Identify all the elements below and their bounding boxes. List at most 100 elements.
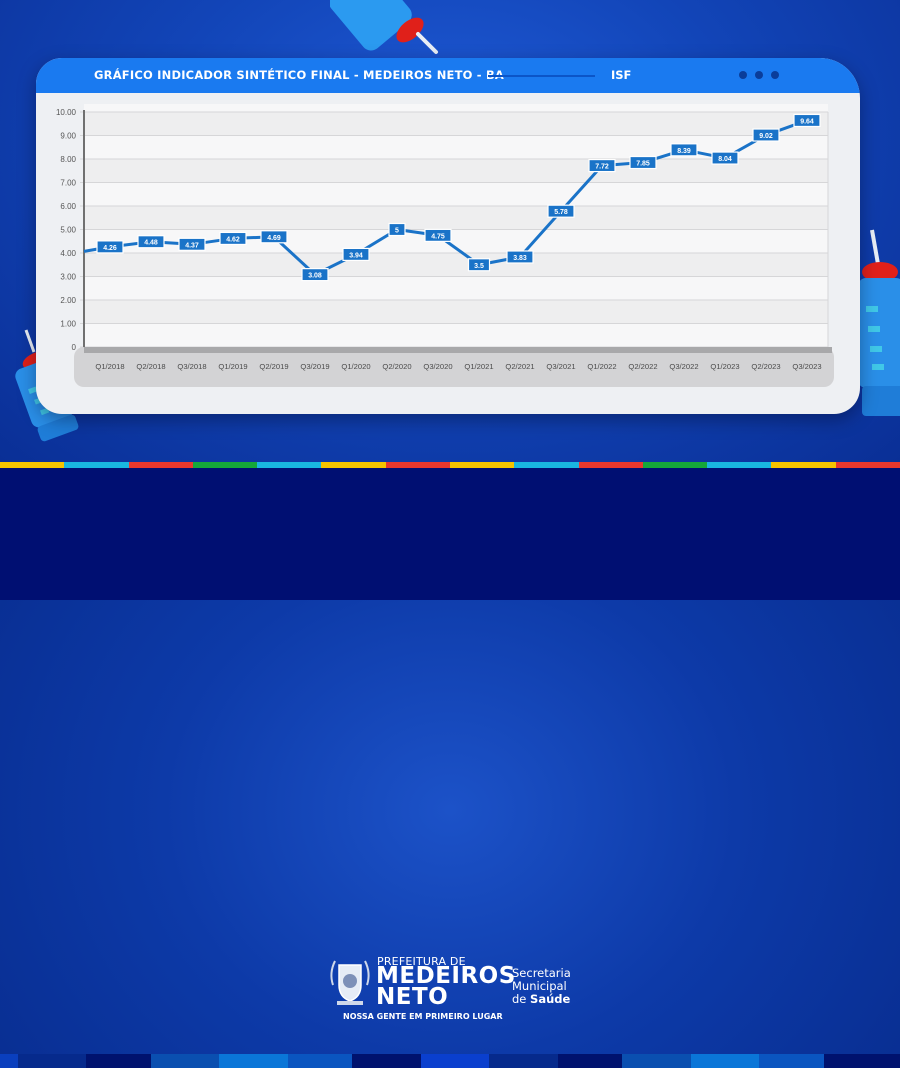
footer-tile: [219, 1054, 288, 1068]
svg-text:4.37: 4.37: [185, 242, 199, 249]
svg-text:3.94: 3.94: [349, 252, 363, 259]
secretaria-label: Secretaria Municipal de Saúde: [512, 967, 571, 1006]
y-tick-label: 8.00: [60, 155, 76, 164]
stripe-segment: [321, 462, 386, 468]
svg-text:9.64: 9.64: [800, 118, 814, 125]
stripe-segment: [449, 462, 515, 468]
secretaria-line3: de Saúde: [512, 992, 571, 1006]
svg-text:5.78: 5.78: [554, 209, 568, 216]
stripe-segment: [0, 462, 65, 468]
svg-text:4.69: 4.69: [267, 235, 281, 242]
svg-text:8.04: 8.04: [718, 156, 732, 163]
x-tick-label: Q2/2019: [259, 362, 288, 371]
y-tick-label: 0: [72, 343, 77, 352]
stripe-segment: [128, 462, 193, 468]
tab-isf[interactable]: ISF: [611, 68, 632, 82]
x-tick-label: Q3/2020: [423, 362, 452, 371]
data-point-label: 7.72: [588, 158, 616, 173]
data-point-label: 9.02: [752, 128, 780, 142]
svg-text:8.39: 8.39: [677, 148, 691, 155]
three-dots-icon[interactable]: [739, 71, 779, 79]
footer-tile: [86, 1054, 151, 1068]
secretaria-line1: Secretaria: [512, 966, 571, 980]
y-tick-label: 6.00: [60, 202, 76, 211]
footer-tile: [0, 1054, 18, 1068]
dot-icon: [739, 71, 747, 79]
svg-text:3.5: 3.5: [474, 263, 484, 270]
footer-tile: [489, 1054, 558, 1068]
footer-tile: [352, 1054, 421, 1068]
footer-tiles: [0, 1054, 900, 1068]
svg-text:4.62: 4.62: [226, 236, 240, 243]
y-tick-label: 3.00: [60, 273, 76, 282]
svg-text:4.26: 4.26: [103, 245, 117, 252]
footer-tile: [150, 1054, 220, 1068]
y-tick-label: 7.00: [60, 179, 76, 188]
y-tick-label: 2.00: [60, 296, 76, 305]
logo-city-line1: MEDEIROS: [376, 963, 516, 989]
x-tick-label: Q3/2021: [546, 362, 575, 371]
data-point-label: 3.94: [342, 247, 370, 262]
stripe-segment: [514, 462, 579, 468]
x-tick-label: Q1/2021: [464, 362, 493, 371]
x-tick-label: Q1/2020: [341, 362, 370, 371]
vaccine-vial-right-icon: [858, 229, 900, 416]
line-chart: 0 1.00 2.00 3.00 4.00 5.00 6.00 7.00 8.00 9.00 10.…: [56, 104, 834, 387]
x-tick-label: Q3/2022: [669, 362, 698, 371]
data-point-label: 5: [388, 222, 406, 237]
footer: PREFEITURA DE MEDEIROS NETO NOSSA GENTE …: [0, 468, 900, 1068]
svg-text:4.75: 4.75: [431, 233, 445, 240]
footer-tile: [759, 1054, 824, 1068]
stripe-segment: [771, 462, 836, 468]
svg-text:4.48: 4.48: [144, 240, 158, 247]
svg-text:7.72: 7.72: [595, 164, 609, 171]
svg-text:5: 5: [395, 228, 399, 235]
svg-text:9.02: 9.02: [759, 133, 773, 140]
footer-tile: [17, 1054, 87, 1068]
x-tick-label: Q1/2019: [218, 362, 247, 371]
data-point-label: 3.83: [506, 250, 534, 264]
x-tick-label: Q3/2023: [792, 362, 821, 371]
title-divider: [488, 75, 595, 77]
footer-tile: [823, 1054, 900, 1068]
stripe-segment: [64, 462, 129, 468]
x-tick-label: Q1/2023: [710, 362, 739, 371]
color-stripe: [0, 462, 900, 468]
chart-title: GRÁFICO INDICADOR SINTÉTICO FINAL - MEDE…: [94, 68, 505, 82]
data-point-label: 4.75: [424, 228, 452, 242]
logo-city-line2: NETO: [376, 984, 449, 1010]
stripe-segment: [835, 462, 900, 468]
dot-icon: [755, 71, 763, 79]
logo-slogan: NOSSA GENTE EM PRIMEIRO LUGAR: [343, 1012, 503, 1021]
footer-tile: [287, 1054, 353, 1068]
footer-tile: [622, 1054, 691, 1068]
stripe-segment: [707, 462, 772, 468]
footer-tile: [420, 1054, 490, 1068]
stripe-segment: [257, 462, 322, 468]
data-point-label: 4.48: [137, 235, 165, 249]
data-point-label: 7.85: [629, 155, 657, 170]
stripe-segment: [385, 462, 450, 468]
data-point-label: 3.08: [301, 268, 329, 282]
footer-tile: [557, 1054, 623, 1068]
x-tick-label: Q2/2022: [628, 362, 657, 371]
x-tick-label: Q2/2023: [751, 362, 780, 371]
chart-window: GRÁFICO INDICADOR SINTÉTICO FINAL - MEDE…: [36, 58, 860, 414]
x-tick-label: Q3/2019: [300, 362, 329, 371]
y-tick-label: 1.00: [60, 320, 76, 329]
y-tick-label: 4.00: [60, 249, 76, 258]
footer-tile: [690, 1054, 760, 1068]
window-titlebar: GRÁFICO INDICADOR SINTÉTICO FINAL - MEDE…: [36, 58, 860, 93]
data-point-label: 8.39: [670, 143, 698, 157]
x-tick-label: Q2/2021: [505, 362, 534, 371]
data-point-label: 9.64: [793, 113, 821, 128]
vaccine-vial-top-icon: [330, 0, 438, 54]
x-tick-label: Q1/2022: [587, 362, 616, 371]
y-tick-label: 9.00: [60, 132, 76, 141]
svg-text:3.08: 3.08: [308, 273, 322, 280]
x-tick-label: Q1/2018: [95, 362, 124, 371]
dot-icon: [771, 71, 779, 79]
data-point-label: 4.62: [219, 231, 247, 246]
x-tick-label: Q2/2018: [136, 362, 165, 371]
svg-text:3.83: 3.83: [513, 255, 527, 262]
